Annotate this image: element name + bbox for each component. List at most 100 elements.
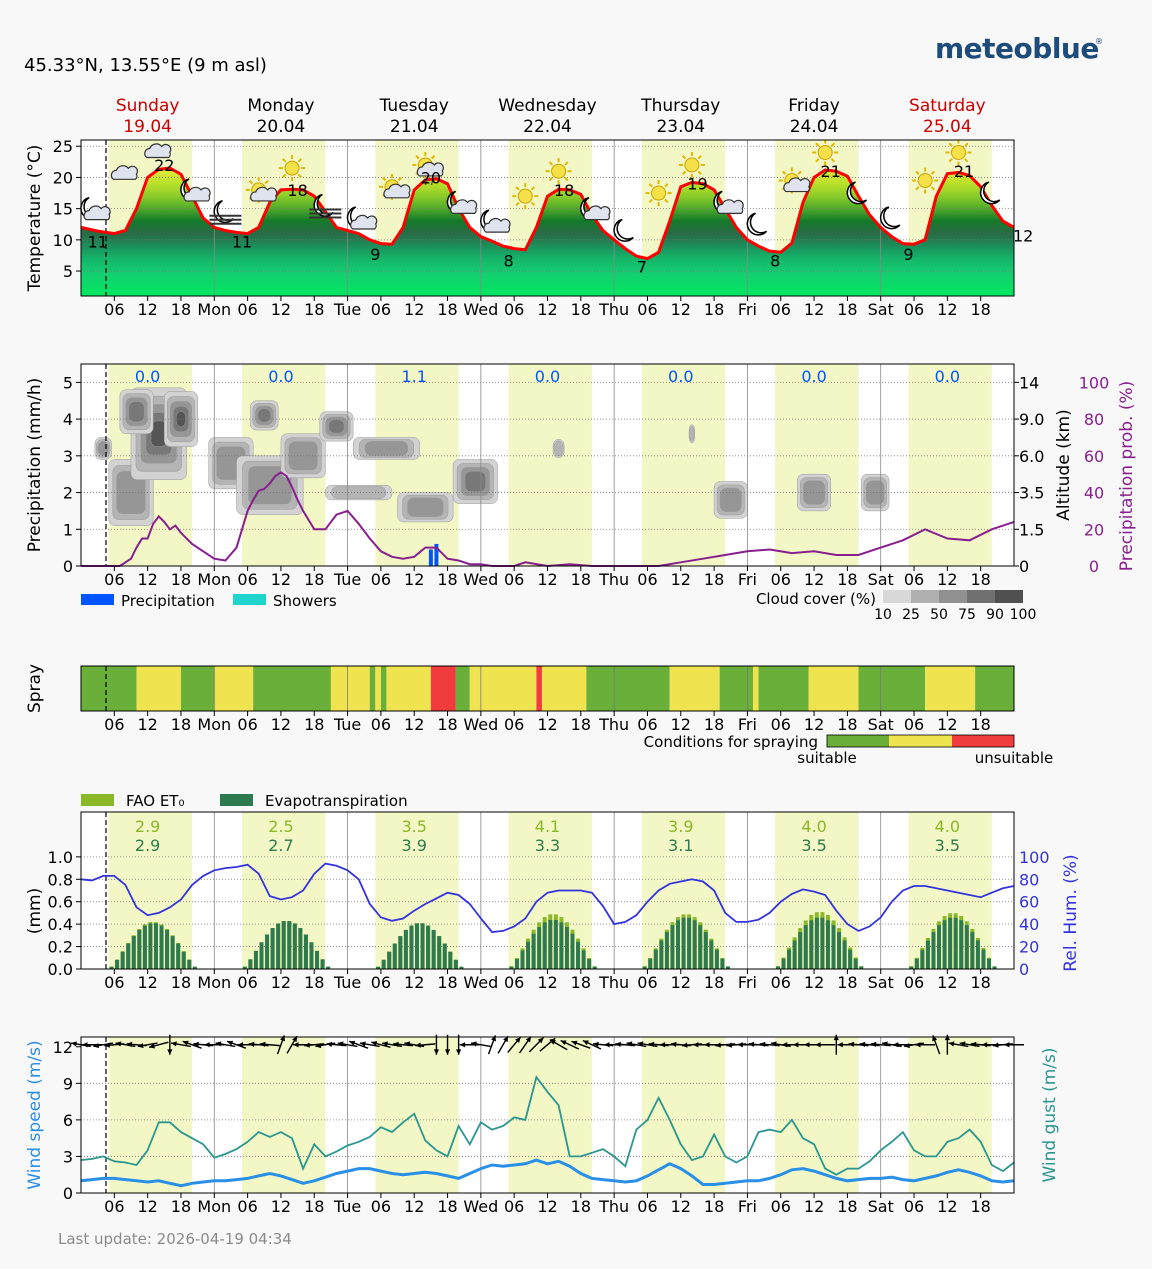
moon-cloud-icon <box>346 206 378 230</box>
wind-arrow-head <box>382 1041 388 1047</box>
precip-legend-swatch <box>81 594 114 605</box>
evapo-bar <box>448 951 453 969</box>
fao-total: 4.0 <box>801 817 826 836</box>
sun-icon <box>912 167 939 194</box>
y-tick-label: 5 <box>63 373 73 392</box>
spray-segment <box>375 666 381 711</box>
cloud-icon <box>144 143 172 159</box>
sun-ray <box>430 155 436 160</box>
evapo-bar <box>859 966 864 969</box>
wind-arrow-head <box>915 1042 921 1048</box>
cloud-cover-area <box>689 426 695 442</box>
evapo-bar <box>153 923 158 969</box>
cloud-cover-swatch <box>911 590 939 603</box>
x-tick-label: 06 <box>104 973 124 992</box>
evapo-bar <box>592 966 597 969</box>
day-name: Saturday <box>909 96 986 116</box>
sun-ray <box>915 170 920 175</box>
daylight-band <box>508 364 592 566</box>
humidity-tick-label: 80 <box>1019 870 1039 889</box>
x-day-label: Wed <box>463 300 498 319</box>
wind-panel: 0 3 6 9 12 06 12 18 06 12 18 06 12 18 06 12 18 06 12 18 06 12… <box>25 1034 1060 1216</box>
cloud-cover-swatch <box>939 590 967 603</box>
x-tick-label: 18 <box>437 300 457 319</box>
cloud-cover-area <box>128 401 145 423</box>
spray-segment <box>808 666 859 711</box>
sun-ray <box>830 142 836 147</box>
wind-arrow-head <box>326 1041 333 1047</box>
evapo-bar <box>659 940 664 969</box>
showers-legend-swatch <box>233 594 266 605</box>
x-tick-label: 06 <box>904 300 924 319</box>
wind-arrow-head <box>604 1042 610 1048</box>
wind-arrow-head <box>981 1042 988 1048</box>
altitude-tick-label: 6.0 <box>1019 447 1044 466</box>
sun-icon <box>545 158 572 185</box>
x-tick-label: 12 <box>537 1197 557 1216</box>
daylight-band <box>375 364 459 566</box>
evapo-bar <box>937 925 942 969</box>
sun-ray <box>648 183 653 188</box>
min-temp-label: 9 <box>903 245 913 264</box>
x-tick-label: 18 <box>304 973 324 992</box>
x-tick-label: 06 <box>637 715 657 734</box>
evapo-bar <box>281 921 286 969</box>
cloud-cover-area <box>331 486 387 499</box>
moon-shape <box>613 218 634 242</box>
x-tick-label: 18 <box>837 973 857 992</box>
evapo-bar <box>148 923 153 969</box>
min-temp-label: 9 <box>370 245 380 264</box>
evapo-bar <box>648 958 653 969</box>
evapo-bar <box>270 928 275 969</box>
x-tick-label: 06 <box>237 300 257 319</box>
wind-arrow-head <box>349 1040 356 1046</box>
x-tick-label: 18 <box>970 300 990 319</box>
max-temp-label: 20 <box>421 168 441 187</box>
sun-cloud-icon <box>245 176 278 203</box>
evapo-bar <box>703 932 708 969</box>
wind-arrow-head <box>948 1041 955 1047</box>
location-title: 45.33°N, 13.55°E (9 m asl) <box>24 55 267 76</box>
day-precip-total: 0.0 <box>668 367 693 386</box>
x-tick-label: 12 <box>937 973 957 992</box>
spray-legend-unsuitable <box>952 735 1014 747</box>
evapo-bar <box>581 950 586 969</box>
x-tick-label: 12 <box>671 570 691 589</box>
y-tick-label: 9 <box>63 1074 73 1093</box>
day-precip-total: 0.0 <box>135 367 160 386</box>
spray-segment <box>536 666 542 711</box>
evapo-bar <box>931 932 936 969</box>
min-temp-label: 11 <box>232 233 252 252</box>
altitude-tick-label: 1.5 <box>1019 520 1044 539</box>
x-tick-label: 18 <box>571 1197 591 1216</box>
evapo-bar <box>115 959 120 969</box>
sun-ray <box>415 155 420 160</box>
x-tick-label: 06 <box>771 973 791 992</box>
evapo-bar <box>442 943 447 969</box>
x-tick-label: 12 <box>271 570 291 589</box>
x-tick-label: 18 <box>171 715 191 734</box>
x-tick-label: 18 <box>437 1197 457 1216</box>
evapo-bar <box>259 942 264 969</box>
x-day-label: Thu <box>598 715 629 734</box>
humidity-tick-label: 20 <box>1019 938 1039 957</box>
moon-icon <box>613 218 634 242</box>
evapo-bar <box>276 923 281 969</box>
x-day-label: Sat <box>868 300 894 319</box>
cloud-cover-area <box>553 440 564 457</box>
end-temp-label: 12 <box>1013 227 1033 246</box>
wind-arrow-head <box>837 1042 843 1048</box>
wind-arrow-head <box>560 1040 567 1046</box>
x-tick-label: 06 <box>904 570 924 589</box>
x-tick-label: 12 <box>937 300 957 319</box>
x-tick-label: 18 <box>704 1197 724 1216</box>
evapo-bar <box>131 936 136 969</box>
fao-total: 3.5 <box>401 817 426 836</box>
sun-rain-icon <box>412 151 444 186</box>
sun-ray <box>664 198 669 203</box>
evapo-bar <box>142 925 147 969</box>
moon-cloud-icon <box>180 178 211 202</box>
daylight-band <box>641 1037 726 1193</box>
y-tick-label: 15 <box>53 200 73 219</box>
sun-disc <box>651 185 667 201</box>
